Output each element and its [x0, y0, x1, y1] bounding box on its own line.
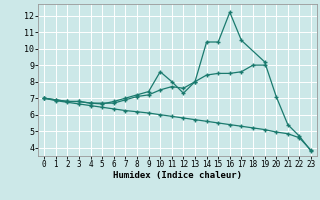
- X-axis label: Humidex (Indice chaleur): Humidex (Indice chaleur): [113, 171, 242, 180]
